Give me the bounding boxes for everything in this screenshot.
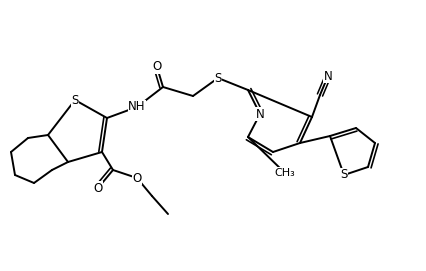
- Text: S: S: [71, 93, 78, 107]
- Text: CH₃: CH₃: [274, 168, 295, 178]
- Text: S: S: [214, 72, 221, 85]
- Text: N: N: [255, 108, 264, 121]
- Text: O: O: [132, 172, 141, 185]
- Text: NH: NH: [128, 101, 145, 114]
- Text: N: N: [323, 69, 331, 82]
- Text: O: O: [152, 60, 161, 73]
- Text: O: O: [93, 182, 102, 195]
- Text: S: S: [340, 169, 347, 182]
